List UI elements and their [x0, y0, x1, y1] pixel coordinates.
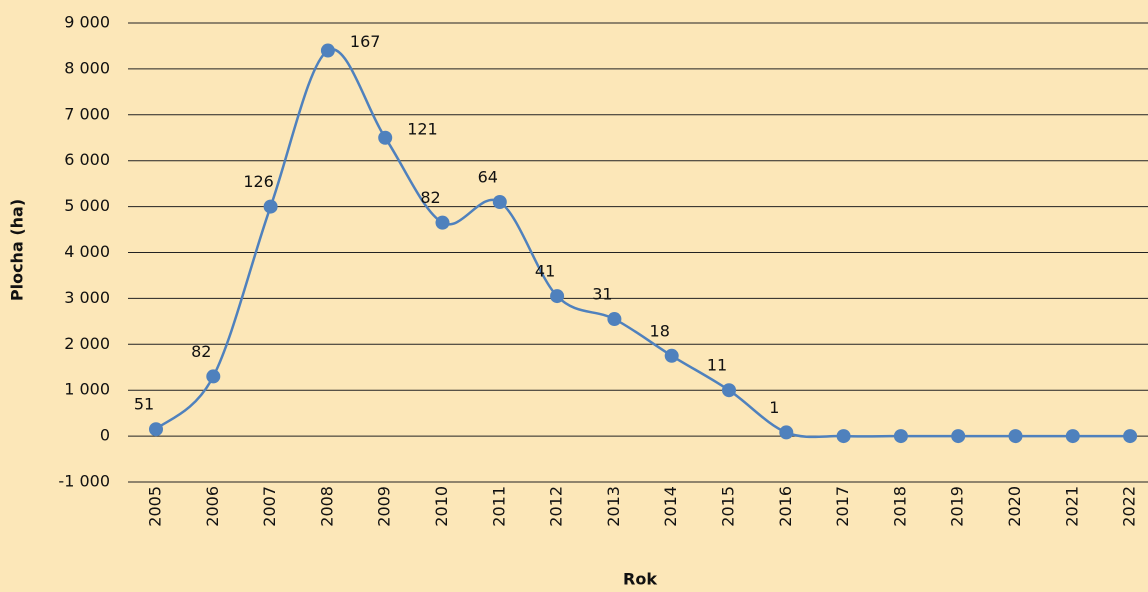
marker	[1065, 429, 1080, 444]
marker	[836, 429, 851, 444]
data-label: 18	[650, 321, 670, 340]
x-tick-label: 2009	[375, 486, 394, 527]
y-tick-label: 2 000	[64, 334, 110, 353]
marker	[779, 425, 794, 440]
data-label: 167	[350, 32, 381, 51]
marker	[893, 429, 908, 444]
data-label: 82	[191, 342, 211, 361]
x-tick-label: 2019	[948, 486, 967, 527]
marker	[435, 215, 450, 230]
x-tick-label: 2013	[604, 486, 623, 527]
marker	[550, 289, 565, 304]
x-tick-label: 2015	[719, 486, 738, 527]
x-tick-label: 2021	[1062, 486, 1081, 527]
data-label: 121	[407, 119, 438, 138]
marker	[206, 369, 221, 384]
marker	[492, 195, 507, 210]
y-tick-label: 9 000	[64, 13, 110, 32]
data-label: 126	[243, 172, 274, 191]
y-tick-label: 4 000	[64, 242, 110, 261]
data-label: 11	[707, 356, 727, 375]
marker	[722, 383, 736, 398]
x-tick-label: 2014	[661, 486, 680, 527]
y-tick-label: 1 000	[64, 380, 110, 399]
x-tick-label: 2005	[146, 486, 165, 527]
data-label: 51	[134, 395, 154, 414]
y-tick-label: 0	[100, 426, 110, 445]
marker	[951, 429, 966, 444]
y-axis-label: Plocha (ha)	[8, 199, 27, 301]
marker	[1123, 429, 1138, 444]
x-tick-label: 2012	[547, 486, 566, 527]
marker	[149, 422, 163, 437]
marker	[263, 199, 278, 214]
y-tick-label: 5 000	[64, 196, 110, 215]
data-label: 41	[535, 262, 555, 281]
x-tick-label: 2008	[317, 486, 336, 527]
x-tick-label: 2017	[833, 486, 852, 527]
data-label: 31	[592, 285, 612, 304]
data-label: 64	[478, 168, 498, 187]
line	[155, 48, 1131, 439]
marker	[1008, 429, 1023, 444]
x-tick-label: 2010	[432, 486, 451, 527]
y-tick-label: -1 000	[58, 472, 110, 491]
x-tick-label: 2020	[1005, 486, 1024, 527]
y-tick-label: 8 000	[64, 58, 110, 77]
y-tick-label: 6 000	[64, 150, 110, 169]
y-tick-label: 3 000	[64, 288, 110, 307]
x-tick-label: 2007	[260, 486, 279, 527]
x-tick-label: 2018	[890, 486, 909, 527]
data-label: 82	[420, 188, 440, 207]
marker	[320, 43, 335, 58]
marker	[378, 130, 393, 145]
marker	[664, 348, 679, 363]
x-tick-label: 2022	[1120, 486, 1139, 527]
y-tick-label: 7 000	[64, 104, 110, 123]
x-axis-label: Rok	[623, 570, 657, 589]
x-tick-label: 2016	[776, 486, 795, 527]
data-label: 1	[769, 398, 779, 417]
x-tick-label: 2006	[203, 486, 222, 527]
marker	[607, 312, 622, 327]
x-tick-label: 2011	[489, 486, 508, 527]
